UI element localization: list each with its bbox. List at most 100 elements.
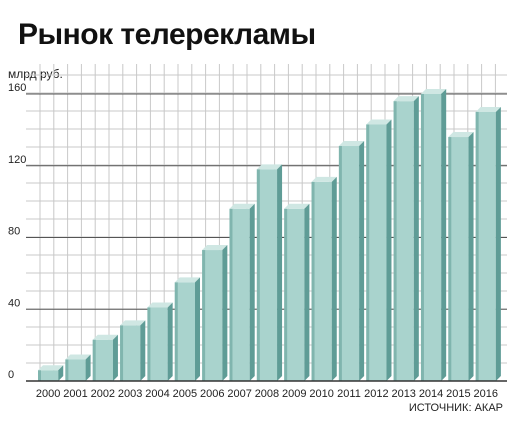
bar-front bbox=[311, 181, 332, 381]
bar-front bbox=[147, 307, 168, 381]
bar-front bbox=[65, 359, 86, 381]
bar-side bbox=[413, 96, 419, 382]
x-tick-label: 2012 bbox=[364, 388, 388, 400]
bar-side bbox=[386, 119, 392, 382]
bar-edge bbox=[38, 370, 41, 381]
bar-side bbox=[441, 89, 447, 381]
x-tick-label: 2008 bbox=[255, 388, 279, 400]
bar bbox=[393, 96, 419, 382]
bar-top bbox=[284, 203, 310, 209]
bar-edge bbox=[393, 101, 397, 382]
y-tick-label: 160 bbox=[8, 82, 26, 94]
bar-edge bbox=[229, 208, 233, 381]
bar-top bbox=[366, 119, 392, 125]
bar-edge bbox=[448, 137, 452, 381]
bar bbox=[65, 354, 91, 381]
bar bbox=[448, 132, 474, 381]
bar-front bbox=[448, 137, 469, 381]
x-tick-label: 2013 bbox=[391, 388, 415, 400]
bar-front bbox=[366, 124, 387, 382]
bar-front bbox=[120, 325, 141, 381]
bar-side bbox=[359, 141, 365, 381]
bar-top bbox=[229, 203, 255, 209]
bar-edge bbox=[420, 94, 424, 381]
bar-edge bbox=[366, 124, 370, 382]
bar-top bbox=[393, 96, 419, 102]
y-tick-label: 80 bbox=[8, 226, 20, 238]
bar-front bbox=[338, 146, 360, 381]
bar-edge bbox=[311, 181, 315, 381]
bar-side bbox=[140, 320, 146, 381]
bar bbox=[311, 176, 337, 381]
bar-front bbox=[38, 370, 59, 381]
bar bbox=[120, 320, 146, 381]
bar-side bbox=[495, 106, 501, 381]
x-tick-label: 2007 bbox=[227, 388, 251, 400]
x-tick-label: 2016 bbox=[474, 388, 498, 400]
bar-top bbox=[92, 334, 118, 340]
x-tick-label: 2005 bbox=[173, 388, 197, 400]
bar bbox=[338, 141, 365, 381]
bar-edge bbox=[475, 111, 479, 381]
x-tick-label: 2001 bbox=[63, 388, 87, 400]
x-tick-label: 2015 bbox=[446, 388, 470, 400]
bar-edge bbox=[174, 282, 178, 381]
bar-side bbox=[331, 176, 337, 381]
bar-top bbox=[256, 164, 283, 170]
y-tick-label: 120 bbox=[8, 154, 26, 166]
bar-top bbox=[174, 277, 201, 283]
bar bbox=[92, 334, 118, 381]
x-tick-label: 2014 bbox=[419, 388, 443, 400]
bar-edge bbox=[147, 307, 151, 381]
bar-top bbox=[65, 354, 91, 360]
x-tick-label: 2009 bbox=[282, 388, 306, 400]
bars-layer bbox=[38, 89, 501, 382]
bar-side bbox=[85, 354, 91, 381]
bar bbox=[366, 119, 392, 382]
bar bbox=[147, 302, 173, 381]
bar-side bbox=[249, 203, 255, 381]
bar-top bbox=[420, 89, 447, 94]
bar-top bbox=[338, 141, 365, 147]
bar-edge bbox=[65, 359, 69, 381]
title-bar bbox=[0, 0, 509, 64]
bar-top bbox=[38, 365, 64, 371]
bar-edge bbox=[256, 169, 260, 381]
source-label: ИСТОЧНИК: АКАР bbox=[408, 402, 503, 414]
x-tick-label: 2011 bbox=[337, 388, 361, 400]
bar bbox=[38, 365, 64, 381]
bar-front bbox=[420, 94, 442, 381]
bar-side bbox=[167, 302, 173, 381]
bar-side bbox=[222, 245, 228, 381]
x-tick-label: 2010 bbox=[309, 388, 333, 400]
bar-edge bbox=[338, 146, 342, 381]
y-tick-label: 40 bbox=[8, 297, 20, 309]
bar-side bbox=[468, 132, 474, 381]
bar-side bbox=[304, 203, 310, 381]
bar-front bbox=[174, 282, 196, 381]
bar-front bbox=[284, 208, 305, 381]
bar bbox=[174, 277, 201, 381]
bar bbox=[420, 89, 447, 381]
bar-front bbox=[475, 111, 496, 381]
bar-edge bbox=[284, 208, 288, 381]
x-tick-label: 2002 bbox=[91, 388, 115, 400]
bar-edge bbox=[202, 250, 206, 381]
bar-front bbox=[202, 250, 223, 381]
bar-edge bbox=[120, 325, 124, 381]
y-tick-label: 0 bbox=[8, 369, 14, 381]
bar-top bbox=[202, 245, 228, 251]
bar-side bbox=[112, 334, 118, 381]
bar-front bbox=[229, 208, 250, 381]
bar-front bbox=[92, 339, 113, 381]
bar bbox=[229, 203, 255, 381]
bar bbox=[202, 245, 228, 381]
bar bbox=[256, 164, 283, 381]
bar-front bbox=[256, 169, 278, 381]
y-axis-unit-label: млрд руб. bbox=[8, 67, 63, 81]
bar-side bbox=[277, 164, 283, 381]
bar-top bbox=[311, 176, 337, 182]
bar-side bbox=[195, 277, 201, 381]
